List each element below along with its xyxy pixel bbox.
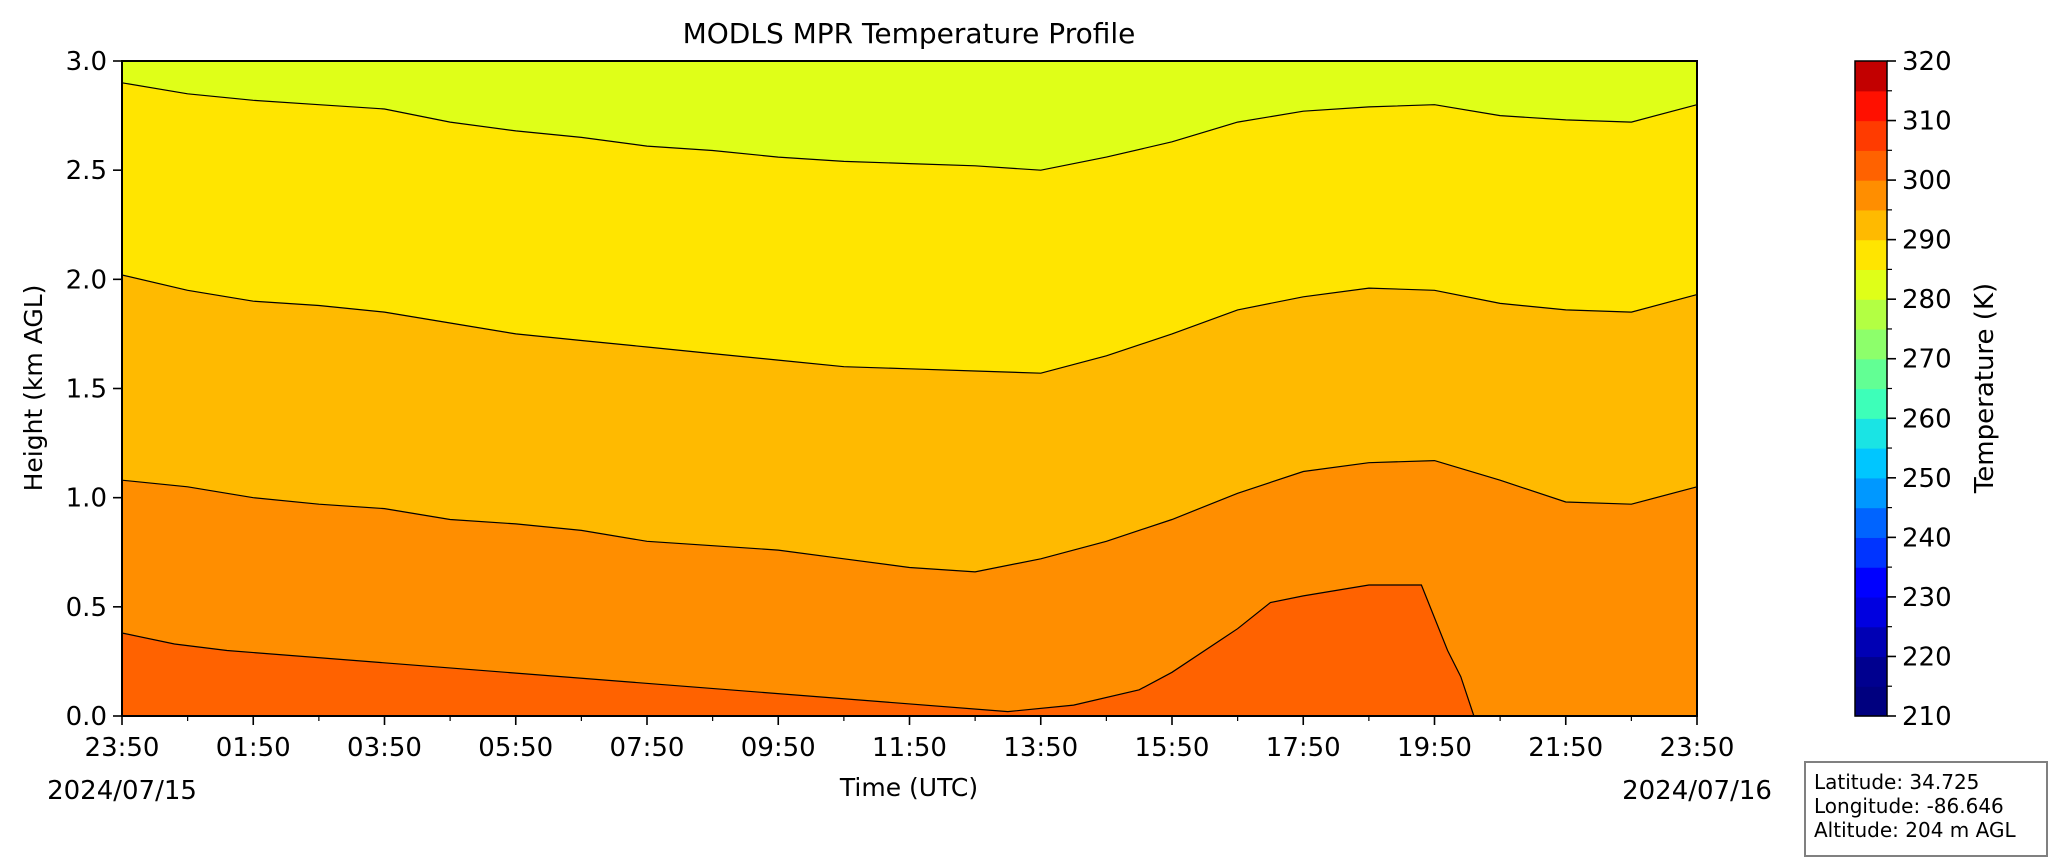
colorbar-segment: [1855, 269, 1887, 300]
colorbar: 210 220 230 240 250 260 270 280 290 300 310 320: [1854, 47, 1952, 732]
contour-295K: [121, 459, 1698, 573]
colorbar-tick-label: 230: [1902, 583, 1952, 613]
station-info-box: Latitude: 34.725 Longitude: -86.646 Alti…: [1804, 761, 2048, 857]
x-tick-label: 15:50: [1135, 733, 1210, 763]
colorbar-tick-label: 220: [1902, 642, 1952, 672]
colorbar-tick-label: 290: [1902, 226, 1952, 256]
x-tick-label: 11:50: [872, 733, 947, 763]
colorbar-segment: [1855, 477, 1887, 509]
colorbar-segment: [1855, 686, 1887, 717]
plot-area: [121, 60, 1698, 717]
colorbar-tick-label: 280: [1902, 285, 1952, 315]
chart-title: MODLS MPR Temperature Profile: [683, 17, 1136, 50]
x-axis-label: Time (UTC): [839, 773, 978, 802]
colorbar-segment: [1855, 328, 1887, 360]
x-axis: 23:50 01:50 03:50 05:50 07:50 09:50 11:50 13:50…: [85, 716, 1735, 763]
y-axis-label: Height (km AGL): [19, 285, 48, 492]
altitude-text: Altitude: 204 m AGL: [1814, 818, 2016, 842]
colorbar-segment: [1855, 656, 1887, 687]
longitude-text: Longitude: -86.646: [1814, 794, 2004, 818]
colorbar-segment: [1855, 209, 1887, 241]
colorbar-tick-label: 270: [1902, 345, 1952, 375]
colorbar-tick-label: 300: [1902, 166, 1952, 196]
x-tick-label: 01:50: [216, 733, 291, 763]
x-tick-label: 21:50: [1528, 733, 1603, 763]
contour-285K: [121, 82, 1698, 171]
x-tick-label: 07:50: [610, 733, 685, 763]
colorbar-segment: [1855, 180, 1887, 211]
end-date-label: 2024/07/16: [1622, 776, 1772, 806]
colorbar-segment: [1855, 299, 1887, 330]
x-tick-label: 19:50: [1397, 733, 1472, 763]
colorbar-segment: [1855, 61, 1887, 92]
colorbar-segment: [1855, 150, 1887, 181]
x-tick-label: 05:50: [478, 733, 553, 763]
contour-lines: [121, 82, 1698, 717]
colorbar-segment: [1855, 90, 1887, 122]
colorbar-tick-label: 210: [1902, 702, 1952, 732]
colorbar-segment: [1855, 507, 1887, 538]
start-date-label: 2024/07/15: [47, 776, 197, 806]
x-tick-label: 23:50: [85, 733, 160, 763]
colorbar-segment: [1855, 239, 1887, 271]
colorbar-segment: [1855, 388, 1887, 419]
colorbar-tick-label: 320: [1902, 47, 1952, 77]
y-tick-label: 1.5: [66, 375, 107, 405]
colorbar-segment: [1855, 418, 1887, 449]
colorbar-segment: [1855, 567, 1887, 598]
temperature-bands: [122, 61, 1697, 717]
y-tick-label: 2.5: [66, 156, 107, 186]
colorbar-segment: [1855, 596, 1887, 628]
colorbar-label: Temperature (K): [1970, 283, 2000, 494]
x-tick-label: 13:50: [1003, 733, 1078, 763]
colorbar-segment: [1855, 120, 1887, 151]
y-tick-label: 0.0: [66, 702, 107, 732]
y-tick-label: 2.0: [66, 265, 107, 295]
y-tick-label: 0.5: [66, 593, 107, 623]
contour-290K: [121, 274, 1698, 374]
colorbar-segment: [1855, 537, 1887, 568]
latitude-text: Latitude: 34.725: [1814, 770, 1980, 794]
contour-300K: [121, 584, 1475, 717]
x-tick-label: 23:50: [1660, 733, 1735, 763]
colorbar-segment: [1855, 448, 1887, 479]
x-tick-label: 09:50: [741, 733, 816, 763]
colorbar-segment: [1855, 626, 1887, 658]
band-302.5K: [122, 585, 1474, 716]
colorbar-segment: [1855, 358, 1887, 390]
x-tick-label: 03:50: [347, 733, 422, 763]
colorbar-tick-label: 240: [1902, 523, 1952, 553]
y-tick-label: 3.0: [66, 47, 107, 77]
y-tick-label: 1.0: [66, 484, 107, 514]
x-tick-label: 17:50: [1266, 733, 1341, 763]
colorbar-tick-label: 260: [1902, 404, 1952, 434]
colorbar-tick-label: 250: [1902, 464, 1952, 494]
y-axis: 0.0 0.5 1.0 1.5 2.0 2.5 3.0: [66, 47, 122, 732]
colorbar-tick-label: 310: [1902, 107, 1952, 137]
